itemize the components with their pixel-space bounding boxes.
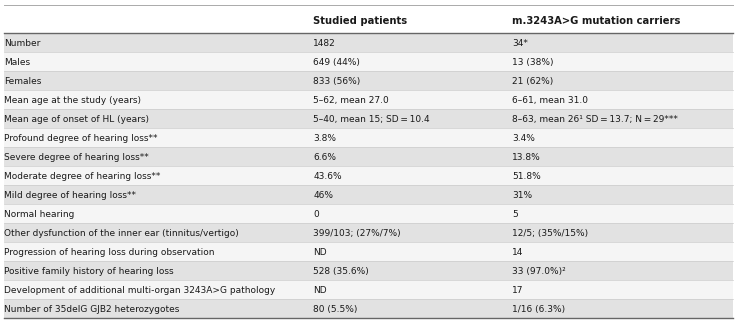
Text: 3.4%: 3.4% [512,134,535,143]
Text: Severe degree of hearing loss**: Severe degree of hearing loss** [4,153,148,162]
Text: 13 (38%): 13 (38%) [512,58,553,67]
Text: 46%: 46% [313,191,333,200]
Bar [4,261,733,280]
Text: Mean age at the study (years): Mean age at the study (years) [4,96,141,105]
Text: 17: 17 [512,286,524,295]
Text: Other dysfunction of the inner ear (tinnitus/vertigo): Other dysfunction of the inner ear (tinn… [4,229,239,238]
Text: Females: Females [4,77,41,86]
Text: ND: ND [313,286,326,295]
Text: 5–40, mean 15; SD = 10.4: 5–40, mean 15; SD = 10.4 [313,115,430,124]
Text: 833 (56%): 833 (56%) [313,77,360,86]
Text: 8–63, mean 26¹ SD = 13.7; N = 29***: 8–63, mean 26¹ SD = 13.7; N = 29*** [512,115,678,124]
Text: 43.6%: 43.6% [313,172,342,181]
Text: 5–62, mean 27.0: 5–62, mean 27.0 [313,96,389,105]
Text: 14: 14 [512,248,523,257]
Text: Normal hearing: Normal hearing [4,210,74,219]
Bar [4,52,733,71]
Text: 3.8%: 3.8% [313,134,336,143]
Text: Mild degree of hearing loss**: Mild degree of hearing loss** [4,191,136,200]
Text: 31%: 31% [512,191,532,200]
Text: 5: 5 [512,210,518,219]
Text: Number: Number [4,39,40,48]
Bar [4,280,733,299]
Bar [4,223,733,242]
Text: 34*: 34* [512,39,528,48]
Text: ND: ND [313,248,326,257]
Text: Males: Males [4,58,29,67]
Text: 6.6%: 6.6% [313,153,336,162]
Text: 13.8%: 13.8% [512,153,541,162]
Text: 1/16 (6.3%): 1/16 (6.3%) [512,305,565,314]
Text: 528 (35.6%): 528 (35.6%) [313,267,369,276]
Text: Positive family history of hearing loss: Positive family history of hearing loss [4,267,173,276]
Bar [4,299,733,318]
Text: 0: 0 [313,210,319,219]
Bar [4,128,733,147]
Text: 6–61, mean 31.0: 6–61, mean 31.0 [512,96,588,105]
Bar [4,71,733,90]
Bar [4,185,733,204]
Text: 649 (44%): 649 (44%) [313,58,360,67]
Text: 51.8%: 51.8% [512,172,541,181]
Text: Mean age of onset of HL (years): Mean age of onset of HL (years) [4,115,149,124]
Bar [4,33,733,52]
Bar [4,109,733,128]
Text: m.3243A>G mutation carriers: m.3243A>G mutation carriers [512,16,680,26]
Text: Development of additional multi-organ 3243A>G pathology: Development of additional multi-organ 32… [4,286,275,295]
Text: 1482: 1482 [313,39,336,48]
Text: 399/103; (27%/7%): 399/103; (27%/7%) [313,229,401,238]
Text: Number of 35delG GJB2 heterozygotes: Number of 35delG GJB2 heterozygotes [4,305,179,314]
Bar [4,242,733,261]
Bar [4,166,733,185]
Bar [4,5,733,33]
Bar [4,90,733,109]
Bar [4,204,733,223]
Text: Progression of hearing loss during observation: Progression of hearing loss during obser… [4,248,214,257]
Text: 12/5; (35%/15%): 12/5; (35%/15%) [512,229,588,238]
Text: 33 (97.0%)²: 33 (97.0%)² [512,267,566,276]
Text: 80 (5.5%): 80 (5.5%) [313,305,357,314]
Text: Profound degree of hearing loss**: Profound degree of hearing loss** [4,134,157,143]
Bar [4,147,733,166]
Text: Studied patients: Studied patients [313,16,408,26]
Text: 21 (62%): 21 (62%) [512,77,553,86]
Text: Moderate degree of hearing loss**: Moderate degree of hearing loss** [4,172,160,181]
